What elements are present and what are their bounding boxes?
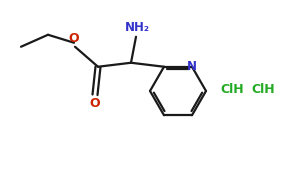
Text: O: O [69,32,79,45]
Text: NH₂: NH₂ [124,21,149,34]
Text: N: N [187,60,197,73]
Text: ClH: ClH [220,83,244,95]
Text: ClH: ClH [251,83,275,95]
Text: O: O [90,97,100,110]
